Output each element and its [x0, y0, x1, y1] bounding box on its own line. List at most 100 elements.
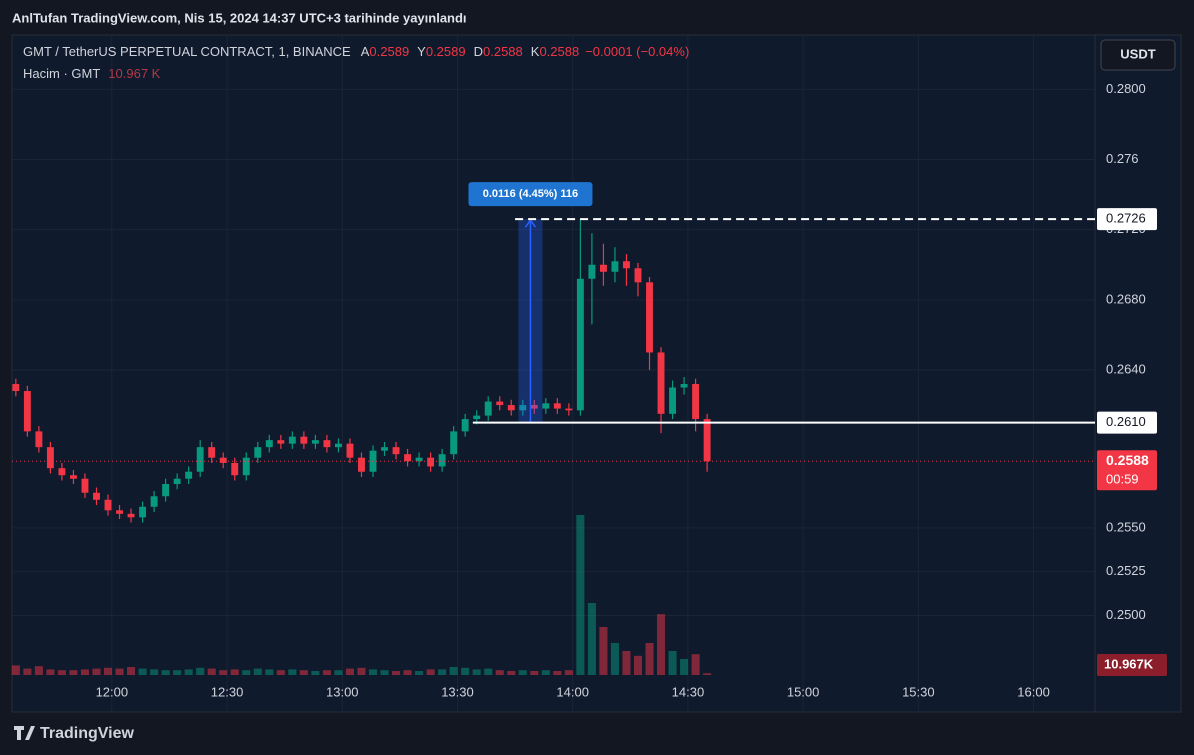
volume-bar: [680, 659, 689, 675]
candle-body: [392, 447, 400, 455]
chart-frame: [11, 34, 1182, 713]
x-tick-label: 14:00: [556, 684, 589, 699]
candle-body: [46, 447, 54, 469]
volume-legend: Hacim · GMT 10.967 K: [23, 66, 161, 81]
volume-bar: [345, 668, 354, 675]
volume-bar: [299, 670, 308, 675]
volume-name: Hacim · GMT: [23, 66, 100, 81]
candle-body: [127, 513, 135, 518]
candle-body: [646, 282, 653, 353]
candle-body: [311, 440, 319, 444]
candle-body: [12, 384, 20, 392]
volume-bar: [184, 669, 193, 675]
volume-bar: [392, 671, 401, 675]
candle-body: [496, 401, 504, 406]
candle-body: [599, 264, 607, 272]
candle-body: [254, 447, 262, 458]
change: −0.0001 (−0.04%): [585, 44, 689, 59]
volume-bar: [691, 654, 700, 675]
candle-body: [208, 447, 216, 458]
candle-body: [231, 462, 239, 476]
candle-body: [473, 415, 481, 420]
ohlc-letter: A: [361, 44, 370, 59]
volume-bar: [265, 669, 274, 675]
candle-body: [450, 431, 458, 455]
volume-bar: [484, 668, 493, 675]
horizontal-line-label: 0.2610: [1106, 414, 1146, 429]
volume-value: 10.967 K: [108, 66, 160, 81]
measure-label: 0.0116 (4.45%) 116: [483, 188, 578, 200]
candle-body: [427, 457, 435, 467]
volume-bar: [645, 643, 654, 675]
candle-body: [358, 457, 365, 472]
volume-bar: [34, 666, 43, 675]
ohlc-letter: D: [474, 44, 483, 59]
volume-bar: [161, 670, 170, 675]
volume-bar: [138, 668, 147, 675]
volume-bar: [207, 668, 216, 675]
volume-bar: [599, 627, 608, 675]
horizontal-line-label-box: [1097, 411, 1157, 434]
volume-bar: [472, 669, 481, 675]
volume-bar: [622, 651, 631, 675]
volume-bar: [576, 515, 585, 675]
y-tick-label: 0.2525: [1106, 563, 1146, 578]
candle-body: [219, 457, 227, 463]
volume-bar: [196, 667, 205, 675]
volume-bar: [703, 673, 712, 675]
legend: GMT / TetherUS PERPETUAL CONTRACT, 1, BI…: [23, 44, 689, 59]
volume-bar: [219, 670, 228, 675]
candle-body: [81, 478, 89, 493]
candle-body: [484, 401, 492, 416]
currency-button[interactable]: [1100, 39, 1176, 71]
volume-bar: [242, 670, 251, 675]
candle-body: [519, 405, 527, 411]
volume-bar: [334, 670, 343, 675]
volume-bar: [57, 670, 66, 675]
symbol: GMT / TetherUS PERPETUAL CONTRACT, 1, BI…: [23, 44, 351, 59]
volume-bar: [69, 670, 78, 675]
x-tick-label: 12:00: [96, 684, 129, 699]
volume-bar: [426, 669, 435, 675]
candle-body: [507, 405, 515, 411]
candle-body: [93, 492, 100, 500]
volume-bar: [587, 603, 596, 675]
volume-bar: [530, 671, 539, 675]
volume-bar: [23, 668, 32, 675]
candle-body: [565, 408, 573, 411]
header: AnlTufan TradingView.com, Nis 15, 2024 1…: [12, 10, 467, 25]
candle-body: [542, 403, 550, 409]
volume-label: 10.967K: [1104, 656, 1154, 671]
y-tick-label: 0.2550: [1106, 519, 1146, 534]
volume-bar: [150, 669, 159, 675]
grid: [12, 35, 1095, 712]
footer-logo: [14, 726, 35, 740]
candle-body: [703, 419, 711, 462]
volume-label-box: [1097, 654, 1167, 676]
candle-body: [242, 457, 250, 476]
volume-bar: [461, 667, 470, 675]
currency[interactable]: USDT: [1120, 46, 1155, 61]
candle-body: [185, 471, 193, 479]
x-tick-label: 14:30: [672, 684, 705, 699]
candle-body: [162, 483, 170, 497]
y-tick-label: 0.2640: [1106, 361, 1146, 376]
horizontal-line-label-box: [1097, 208, 1157, 231]
x-tick-label: 15:30: [902, 684, 935, 699]
volume-bar: [656, 614, 666, 675]
y-tick-label: 0.2800: [1106, 81, 1146, 96]
volume-bar: [173, 670, 182, 675]
candle-body: [334, 443, 342, 448]
volume-bar: [311, 671, 320, 675]
ohlc-value: 0.2588: [483, 44, 523, 59]
candle-body: [461, 419, 469, 432]
candle-body: [404, 454, 412, 462]
candle-body: [150, 496, 158, 507]
candle-body: [415, 457, 423, 462]
volume-bar: [553, 671, 562, 675]
candle-body: [173, 478, 181, 484]
volume-bar: [357, 667, 366, 675]
overlays: 0.28000.2760.27200.26800.26400.25500.252…: [12, 81, 1167, 699]
volume-bar: [415, 671, 424, 675]
candle-body: [35, 431, 43, 448]
